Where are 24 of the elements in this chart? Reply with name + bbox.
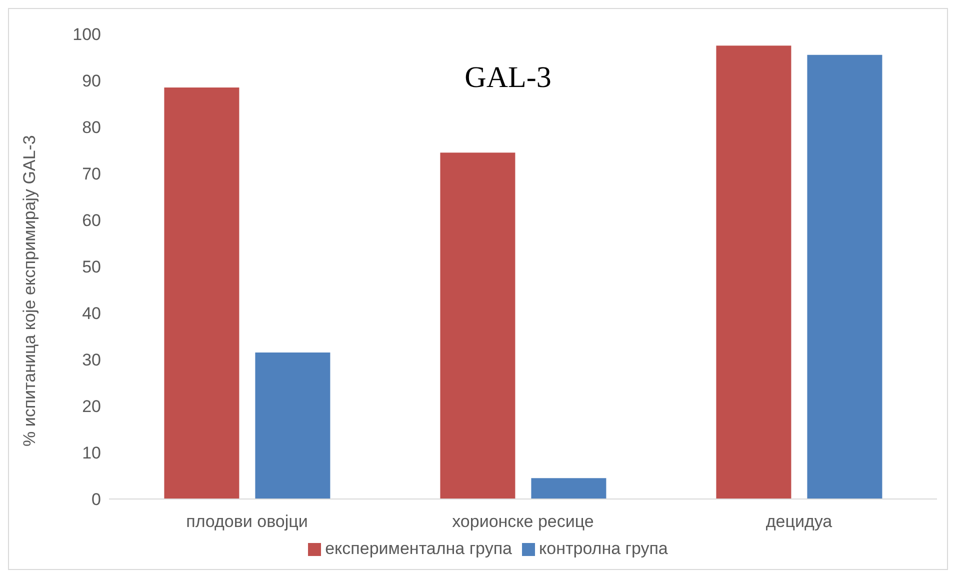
y-tick-label: 90 — [82, 72, 101, 91]
y-tick-label: 50 — [82, 258, 101, 277]
y-tick-label: 100 — [72, 25, 101, 44]
y-tick-label: 10 — [82, 444, 101, 463]
bar — [255, 352, 330, 499]
bar — [440, 152, 516, 499]
y-tick-label: 20 — [82, 397, 101, 416]
y-tick-label: 30 — [82, 350, 101, 370]
bar — [164, 87, 240, 499]
y-tick-label: 80 — [82, 118, 101, 138]
bar — [531, 478, 606, 499]
x-tick-label: хорионске ресице — [452, 512, 594, 532]
y-axis-title: % испитаница које експримирају GAL-3 — [20, 135, 40, 446]
legend-label: експериментална група — [325, 539, 512, 558]
bar — [716, 46, 792, 499]
y-tick-label: 70 — [82, 164, 101, 184]
x-tick-label: плодови овојци — [186, 512, 308, 532]
y-tick-label: 40 — [82, 304, 101, 324]
y-tick-label: 60 — [82, 211, 101, 230]
y-tick-label: 0 — [92, 490, 101, 510]
legend-label: контролна група — [538, 539, 668, 558]
bar — [807, 54, 882, 499]
x-tick-label: децидуа — [766, 512, 833, 532]
text: GAL-3 — [464, 61, 552, 94]
